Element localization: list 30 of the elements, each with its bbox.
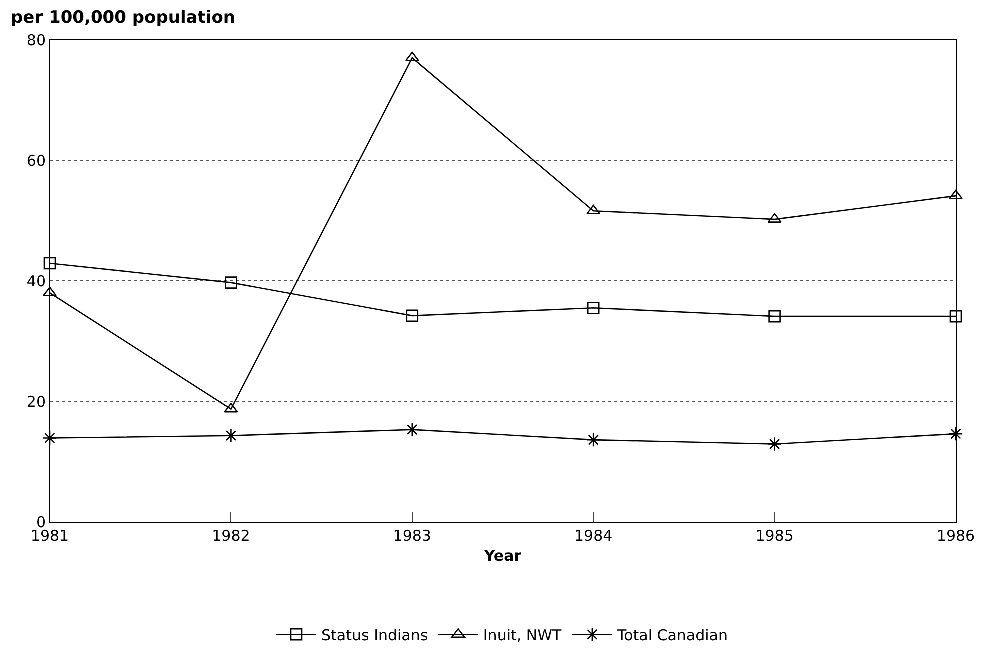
point bbox=[405, 422, 420, 438]
point bbox=[224, 428, 238, 444]
x-axis-title: Year bbox=[483, 547, 522, 565]
y-tick-label: 20 bbox=[26, 392, 46, 411]
point bbox=[948, 426, 964, 442]
legend-label: Inuit, NWT bbox=[483, 626, 562, 644]
point bbox=[768, 310, 781, 323]
point bbox=[43, 286, 57, 296]
point bbox=[44, 257, 56, 270]
point bbox=[950, 310, 962, 323]
x-tick-label: 1984 bbox=[574, 527, 613, 545]
x-tick-label: 1983 bbox=[393, 527, 432, 545]
y-axis-title: per 100,000 population bbox=[11, 8, 236, 28]
legend-label: Total Canadian bbox=[616, 626, 728, 644]
point bbox=[42, 431, 58, 446]
point bbox=[406, 310, 419, 322]
x-tick-label: 1982 bbox=[212, 527, 250, 545]
y-tick-label: 80 bbox=[26, 31, 46, 50]
point bbox=[768, 437, 782, 452]
point bbox=[587, 302, 600, 314]
x-tick-label: 1981 bbox=[30, 527, 70, 545]
point bbox=[586, 204, 601, 215]
point bbox=[586, 432, 601, 448]
point bbox=[225, 276, 238, 289]
x-tick-label: 1986 bbox=[936, 527, 976, 545]
y-tick-label: 40 bbox=[26, 272, 46, 290]
legend-label: Status Indians bbox=[322, 626, 428, 644]
x-tick-label: 1985 bbox=[756, 527, 794, 545]
y-tick-label: 60 bbox=[26, 152, 46, 170]
point bbox=[949, 190, 963, 200]
